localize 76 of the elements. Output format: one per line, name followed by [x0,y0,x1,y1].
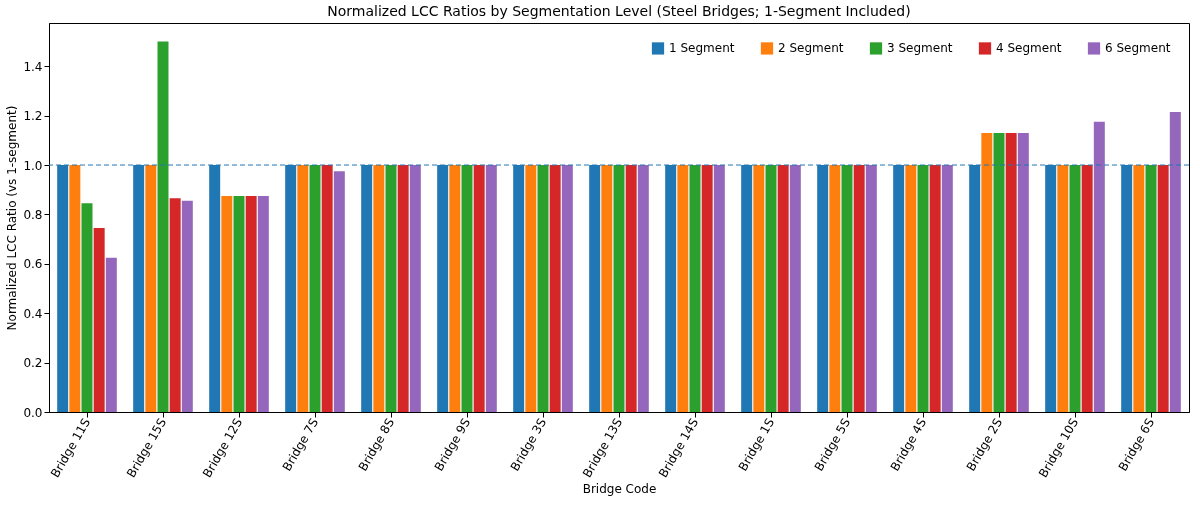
y-tick-label: 0.4 [23,306,43,321]
bar [449,165,461,412]
bar [373,165,385,412]
legend-label: 2 Segment [778,41,844,56]
y-tick-label: 0.2 [23,356,43,371]
bar [321,165,333,412]
bar [385,165,397,412]
bar [613,165,625,412]
bar [1069,165,1081,412]
bar [233,195,245,412]
bar [181,200,193,412]
bar [701,165,713,412]
bar [1093,121,1105,412]
bar [689,165,701,412]
legend-label: 6 Segment [1105,41,1171,56]
y-tick-label: 0.6 [23,257,43,272]
y-tick-label: 1.0 [23,158,43,173]
bar [1133,165,1145,412]
bar [677,165,689,412]
bar [169,198,181,412]
bar [753,165,765,412]
bar [625,165,637,412]
bar [537,165,549,412]
bar [461,165,473,412]
bar [485,165,497,412]
bar [105,257,117,412]
bar [917,165,929,412]
bar [69,165,81,412]
bar [981,132,993,412]
bar [409,165,421,412]
bar [333,171,345,412]
bar [905,165,917,412]
bar [397,165,409,412]
bar [1169,111,1181,412]
bar [1005,132,1017,412]
bar [941,165,953,412]
bar [865,165,877,412]
y-axis-title: Normalized LCC Ratio (vs 1-segment) [5,105,20,331]
bar [525,165,537,412]
bar [829,165,841,412]
bar [1017,132,1029,412]
bar [473,165,485,412]
bar [993,132,1005,412]
bar [601,165,613,412]
bar [93,228,105,412]
legend-label: 3 Segment [887,41,953,56]
bar [1157,165,1169,412]
bar [841,165,853,412]
bar [777,165,789,412]
legend-label: 1 Segment [669,41,735,56]
bar [1145,165,1157,412]
bar [713,165,725,412]
bar [549,165,561,412]
bar [561,165,573,412]
bar [789,165,801,412]
bar [245,195,257,412]
x-axis-title: Bridge Code [582,481,657,496]
bar [1081,165,1093,412]
bar [297,165,309,412]
bar [81,203,93,412]
bar [157,41,169,412]
bar [637,165,649,412]
bar [1057,165,1069,412]
bar [309,165,321,412]
bar [145,165,157,412]
legend-label: 4 Segment [996,41,1062,56]
y-tick-label: 0.8 [23,207,43,222]
bar [929,165,941,412]
bar [853,165,865,412]
y-tick-label: 1.2 [23,109,43,124]
bar [221,195,233,412]
bar [257,195,269,412]
chart-title: Normalized LCC Ratios by Segmentation Level (Steel Bridges; 1-Segment Included) [327,3,911,19]
y-tick-label: 1.4 [23,59,43,74]
bar [765,165,777,412]
y-tick-label: 0.0 [23,405,43,420]
